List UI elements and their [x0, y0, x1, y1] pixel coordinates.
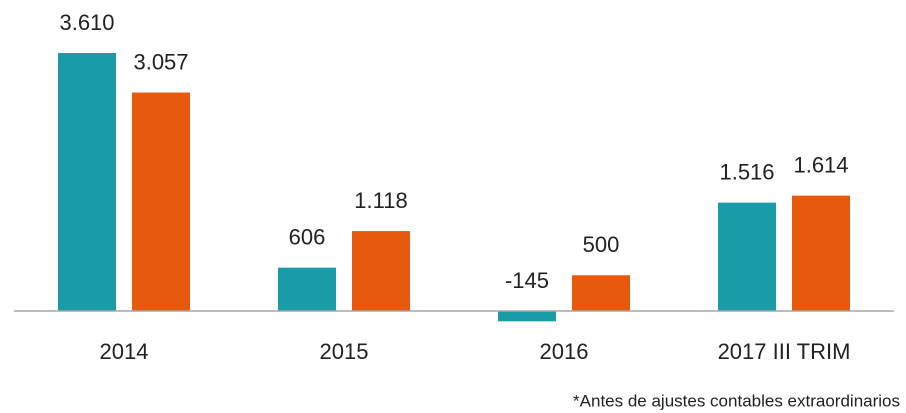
bar: [572, 275, 630, 311]
x-tick-label: 2014: [100, 339, 149, 364]
value-label: 1.614: [793, 152, 848, 177]
bar: [278, 267, 336, 311]
bar: [498, 310, 556, 322]
bar: [352, 231, 410, 311]
x-tick-label: 2016: [540, 339, 589, 364]
value-label: 1.118: [354, 188, 407, 213]
value-label: -145: [505, 268, 549, 293]
bar: [792, 195, 850, 311]
value-label: 1.516: [719, 159, 774, 184]
x-tick-label: 2017 III TRIM: [718, 339, 851, 364]
x-tick-label: 2015: [320, 339, 369, 364]
bar: [58, 53, 116, 311]
value-label: 500: [583, 232, 620, 257]
footnote: *Antes de ajustes contables extraordinar…: [573, 391, 900, 410]
value-label: 3.610: [59, 10, 114, 35]
value-label: 606: [289, 224, 326, 249]
bar: [132, 92, 190, 311]
bar: [718, 202, 776, 311]
value-label: 3.057: [133, 49, 188, 74]
